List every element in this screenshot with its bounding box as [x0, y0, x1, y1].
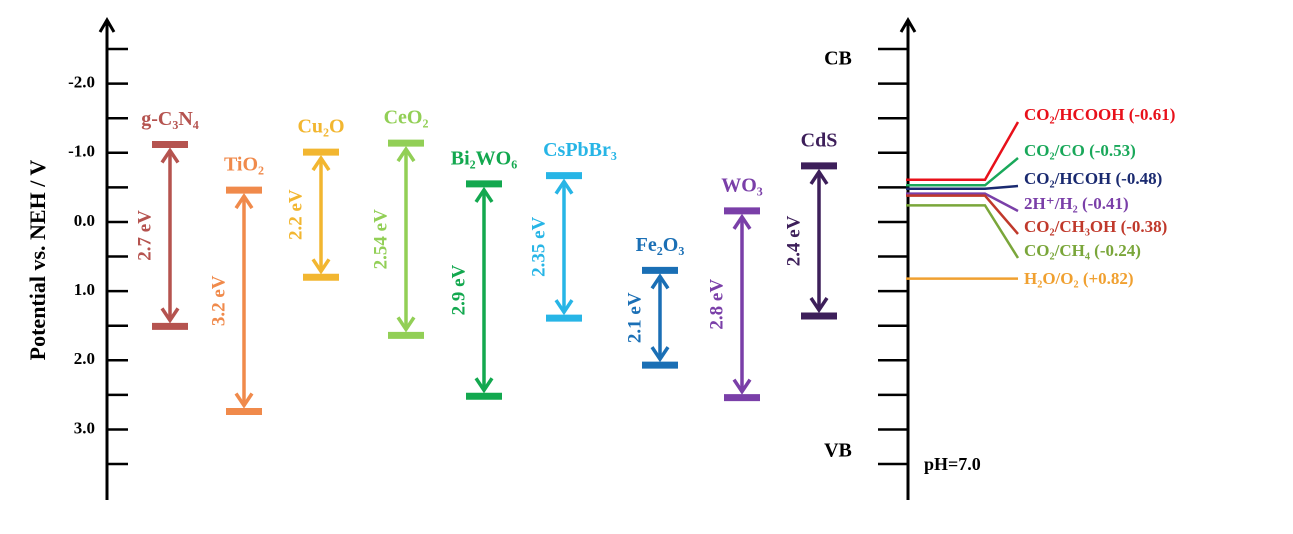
gap-label: 2.8 eV [706, 279, 727, 330]
material-name: Bi₂WO₆ [451, 148, 517, 170]
y-axis-title: Potential vs. NEH / V [25, 160, 50, 361]
redox-label: CO₂/CH₄ (-0.24) [1024, 241, 1141, 260]
material-name: TiO₂ [224, 154, 264, 176]
gap-label: 2.4 eV [783, 215, 804, 266]
gap-label: 3.2 eV [208, 275, 229, 326]
material-name: WO₃ [721, 174, 763, 196]
redox-line [906, 121, 1020, 182]
axis-arrow [98, 17, 116, 33]
y-tick-label: -1.0 [68, 142, 95, 161]
redox-label: CO₂/CH₃OH (-0.38) [1024, 217, 1167, 236]
gap-label: 2.7 eV [134, 210, 155, 261]
arrow-head [732, 213, 752, 230]
y-tick-label: 1.0 [74, 280, 95, 299]
y-tick-label: -2.0 [68, 73, 95, 92]
material-name: CeO₂ [384, 107, 429, 129]
arrow-head [474, 377, 494, 394]
redox-line [906, 204, 1020, 259]
redox-line [906, 157, 1019, 187]
arrow-head [732, 378, 752, 395]
arrow-head [554, 299, 574, 316]
arrow-head [396, 316, 416, 333]
arrow-head [650, 346, 670, 363]
gap-label: 2.35 eV [528, 217, 549, 277]
arrow-head [650, 273, 670, 290]
redox-label: H₂O/O₂ (+0.82) [1024, 269, 1134, 288]
arrow-head [160, 147, 180, 164]
material-name: CsPbBr₃ [543, 139, 617, 161]
arrow-head [311, 258, 331, 275]
redox-line [906, 184, 1019, 191]
material-name: g-C₃N₄ [141, 108, 199, 130]
redox-label: 2H⁺/H₂ (-0.41) [1024, 194, 1129, 213]
y-tick-label: 3.0 [74, 418, 95, 437]
material-name: Cu₂O [297, 116, 344, 138]
arrow-head [554, 178, 574, 195]
gap-label: 2.2 eV [285, 189, 306, 240]
gap-label: 2.9 eV [448, 264, 469, 315]
axis-arrow [899, 17, 917, 33]
arrow-head [311, 154, 331, 172]
y-tick-label: 2.0 [74, 349, 95, 368]
arrow-head [396, 145, 416, 163]
redox-line [906, 194, 1019, 235]
arrow-head [474, 186, 494, 203]
redox-label: CO₂/HCOOH (-0.61) [1024, 105, 1175, 124]
ph-label: pH=7.0 [924, 454, 981, 474]
gap-label: 2.54 eV [370, 209, 391, 269]
material-name: Fe₂O₃ [636, 234, 685, 256]
vb-label: VB [824, 440, 852, 462]
arrow-head [809, 297, 829, 314]
redox-line [906, 192, 1019, 213]
arrow-head [234, 392, 254, 409]
cb-label: CB [824, 48, 852, 70]
arrow-head [160, 307, 180, 324]
arrow-head [234, 192, 254, 210]
y-tick-label: 0.0 [74, 211, 95, 230]
material-name: CdS [801, 130, 838, 152]
redox-label: CO₂/CO (-0.53) [1024, 141, 1136, 160]
redox-label: CO₂/HCOH (-0.48) [1024, 169, 1162, 188]
gap-label: 2.1 eV [624, 292, 645, 343]
arrow-head [809, 168, 829, 185]
